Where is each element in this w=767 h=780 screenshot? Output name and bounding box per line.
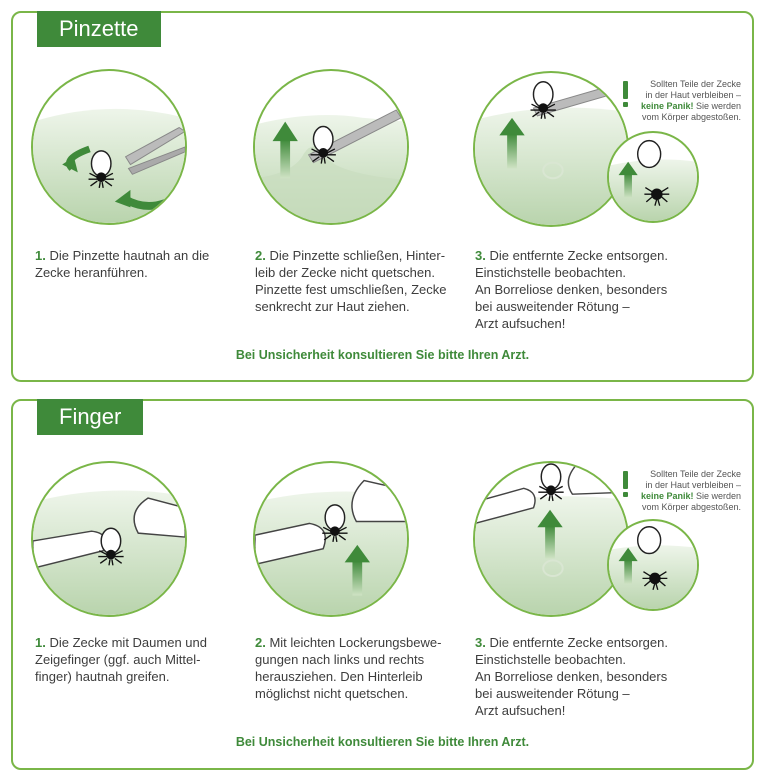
exclamation-icon bbox=[623, 471, 628, 497]
warning-line: Sollten Teile der Zecke bbox=[650, 79, 741, 89]
section-finger: Finger bbox=[11, 399, 754, 770]
illustration-step-2 bbox=[253, 69, 409, 225]
warning-line: keine Panik! Sie werden bbox=[623, 101, 741, 112]
step-number: 1. bbox=[35, 248, 46, 263]
step-1-text: 1. Die Zecke mit Daumen und Zeigefinger … bbox=[35, 634, 245, 685]
illustration-step-1 bbox=[31, 461, 187, 617]
section-title: Pinzette bbox=[37, 11, 161, 47]
step-line: herausziehen. Den Hinterleib bbox=[255, 669, 423, 684]
illustration-step-3 bbox=[473, 71, 629, 227]
warning-rest: Sie werden bbox=[693, 491, 741, 501]
step-line: An Borreliose denken, besonders bbox=[475, 282, 668, 297]
step-2-text: 2. Die Pinzette schließen, Hinter- leib … bbox=[255, 247, 475, 315]
consult-doctor-notice: Bei Unsicherheit konsultieren Sie bitte … bbox=[235, 735, 530, 749]
step-line: möglichst nicht quetschen. bbox=[255, 686, 409, 701]
exclamation-icon bbox=[623, 81, 628, 107]
step-line: Die Pinzette schließen, Hinter- bbox=[269, 248, 446, 263]
step-number: 2. bbox=[255, 248, 266, 263]
illustration-step-3 bbox=[473, 461, 629, 617]
step-line: senkrecht zur Haut ziehen. bbox=[255, 299, 410, 314]
warning-bold: keine Panik! bbox=[640, 101, 694, 111]
warning-bold: keine Panik! bbox=[640, 491, 694, 501]
step-1-text: 1. Die Pinzette hautnah an die Zecke her… bbox=[35, 247, 245, 281]
step-number: 3. bbox=[475, 248, 486, 263]
step-line: gungen nach links und rechts bbox=[255, 652, 425, 667]
step-number: 2. bbox=[255, 635, 266, 650]
warning-line: vom Körper abgestoßen. bbox=[641, 112, 741, 122]
step-3-text: 3. Die entfernte Zecke entsorgen. Einsti… bbox=[475, 247, 705, 332]
warning-line: in der Haut verbleiben – bbox=[645, 90, 741, 100]
warning-line: vom Körper abgestoßen. bbox=[641, 502, 741, 512]
step-2-text: 2. Mit leichten Lockerungsbewe- gungen n… bbox=[255, 634, 475, 702]
illustration-remaining-part bbox=[607, 519, 699, 611]
illustration-remaining-part bbox=[607, 131, 699, 223]
warning-line: Sollten Teile der Zecke bbox=[650, 469, 741, 479]
step-line: Die Zecke mit Daumen und bbox=[49, 635, 207, 650]
step-line: An Borreliose denken, besonders bbox=[475, 669, 668, 684]
warning-note: Sollten Teile der Zecke in der Haut verb… bbox=[623, 469, 741, 513]
step-line: leib der Zecke nicht quetschen. bbox=[255, 265, 435, 280]
consult-doctor-notice: Bei Unsicherheit konsultieren Sie bitte … bbox=[235, 348, 530, 362]
step-line: Pinzette fest umschließen, Zecke bbox=[255, 282, 447, 297]
step-line: Die Pinzette hautnah an die bbox=[49, 248, 210, 263]
step-line: Zeigefinger (ggf. auch Mittel- bbox=[35, 652, 201, 667]
step-line: Zecke heranführen. bbox=[35, 265, 148, 280]
step-line: Mit leichten Lockerungsbewe- bbox=[269, 635, 442, 650]
step-line: Arzt aufsuchen! bbox=[475, 316, 566, 331]
step-line: finger) hautnah greifen. bbox=[35, 669, 170, 684]
illustration-step-2 bbox=[253, 461, 409, 617]
warning-line: keine Panik! Sie werden bbox=[623, 491, 741, 502]
illustration-step-1 bbox=[31, 69, 187, 225]
step-line: Arzt aufsuchen! bbox=[475, 703, 566, 718]
step-line: Die entfernte Zecke entsorgen. bbox=[489, 248, 668, 263]
section-title: Finger bbox=[37, 399, 144, 435]
warning-note: Sollten Teile der Zecke in der Haut verb… bbox=[623, 79, 741, 123]
step-line: Die entfernte Zecke entsorgen. bbox=[489, 635, 668, 650]
step-number: 1. bbox=[35, 635, 46, 650]
warning-rest: Sie werden bbox=[693, 101, 741, 111]
step-line: Einstichstelle beobachten. bbox=[475, 265, 627, 280]
step-3-text: 3. Die entfernte Zecke entsorgen. Einsti… bbox=[475, 634, 705, 719]
step-line: bei ausweitender Rötung – bbox=[475, 299, 630, 314]
section-pinzette: Pinzette bbox=[11, 11, 754, 382]
step-line: Einstichstelle beobachten. bbox=[475, 652, 627, 667]
step-line: bei ausweitender Rötung – bbox=[475, 686, 630, 701]
warning-line: in der Haut verbleiben – bbox=[645, 480, 741, 490]
step-number: 3. bbox=[475, 635, 486, 650]
